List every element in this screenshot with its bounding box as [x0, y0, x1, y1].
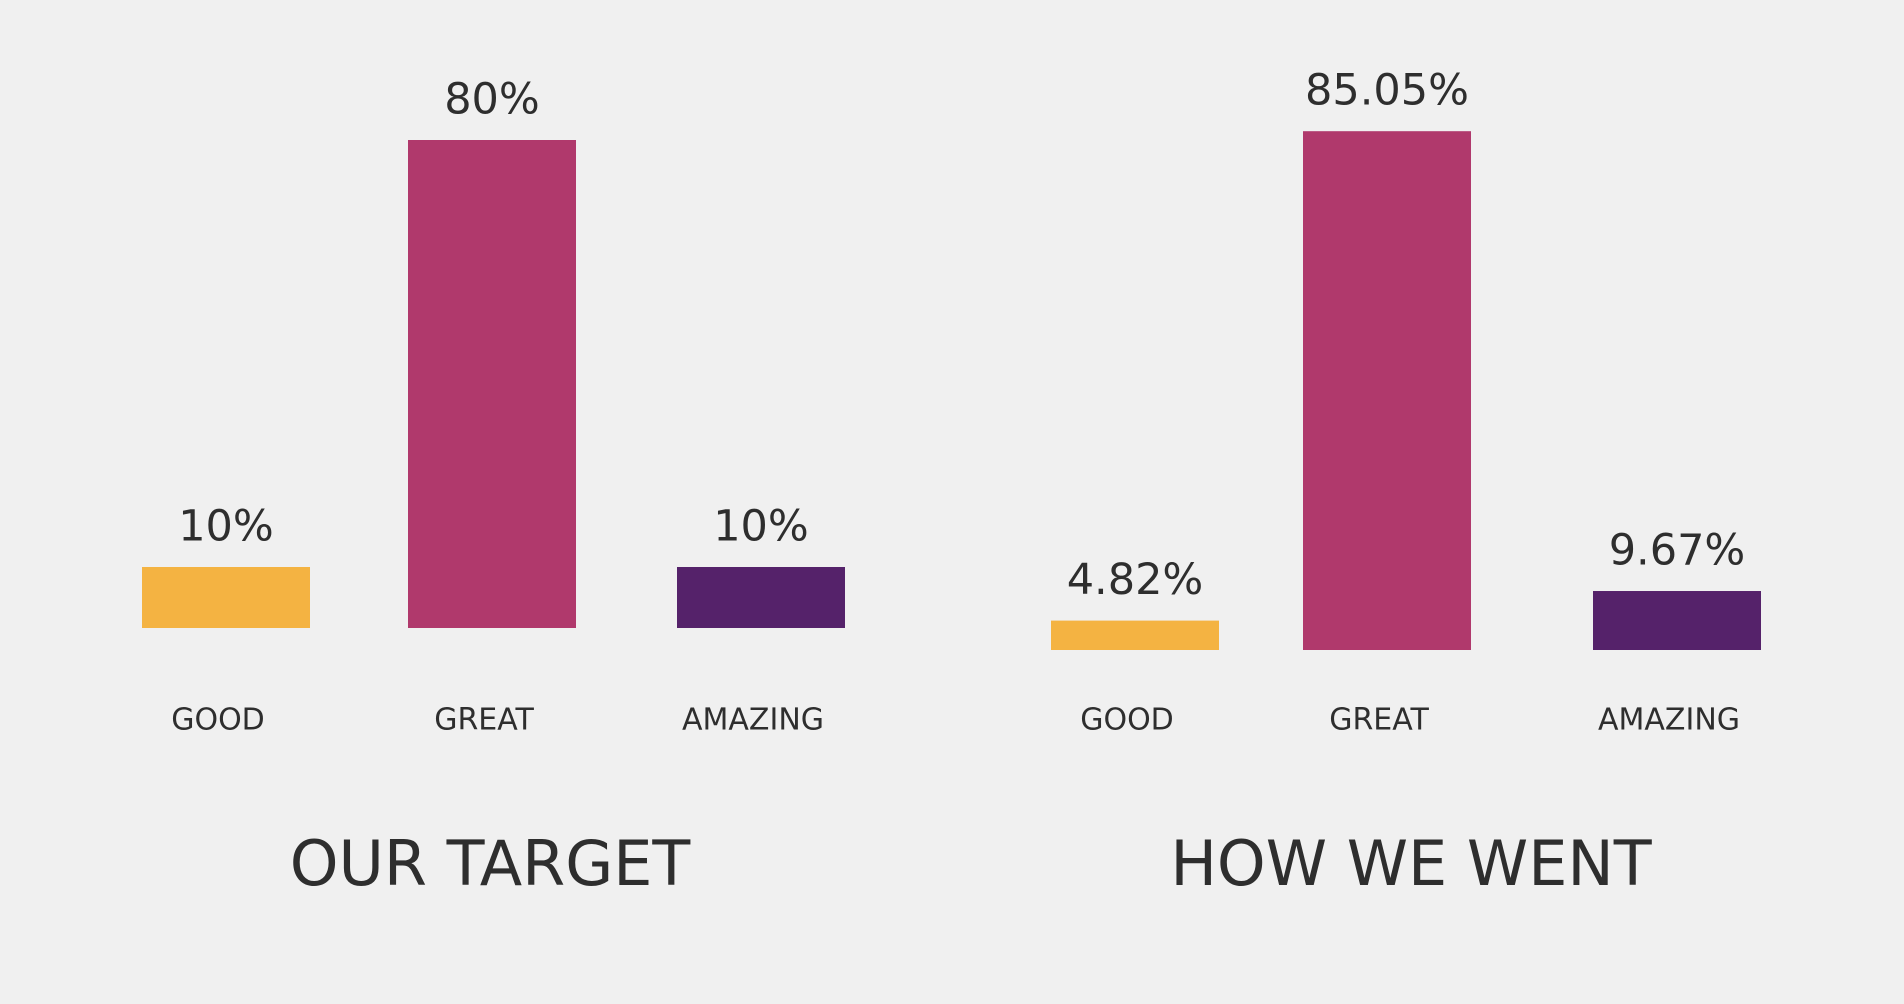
- chart-title: OUR TARGET: [290, 827, 692, 900]
- value-label: 10%: [713, 502, 809, 552]
- value-label: 4.82%: [1067, 555, 1204, 605]
- value-label: 80%: [444, 75, 540, 125]
- value-label: 9.67%: [1609, 526, 1746, 576]
- bar: [1051, 620, 1219, 650]
- value-label: 85.05%: [1305, 66, 1469, 116]
- bar: [1303, 131, 1471, 650]
- category-label: GREAT: [434, 703, 534, 738]
- category-label: GOOD: [171, 703, 265, 738]
- category-label: AMAZING: [682, 703, 824, 738]
- bar: [677, 567, 845, 628]
- chart-title: HOW WE WENT: [1170, 827, 1652, 900]
- category-label: GREAT: [1329, 703, 1429, 738]
- value-label: 10%: [178, 502, 274, 552]
- category-label: GOOD: [1080, 703, 1174, 738]
- bar: [408, 140, 576, 628]
- bar: [142, 567, 310, 628]
- category-label: AMAZING: [1598, 703, 1740, 738]
- bar: [1593, 591, 1761, 650]
